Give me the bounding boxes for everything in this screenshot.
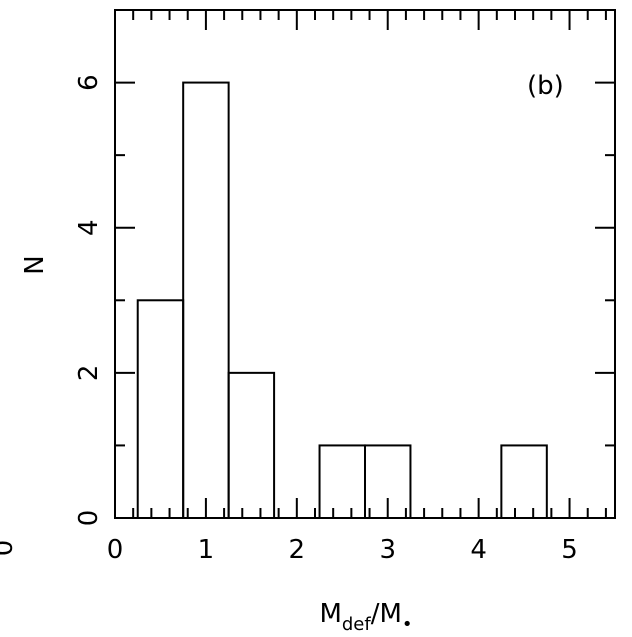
plot-frame xyxy=(114,9,616,519)
histogram-bar-5 xyxy=(500,444,548,519)
histogram-bars xyxy=(136,81,548,519)
x-tick-label: 4 xyxy=(470,535,487,565)
x-tick-label: 1 xyxy=(198,535,215,565)
left-cut-label: 0 xyxy=(0,540,19,557)
histogram-bar-3 xyxy=(318,444,366,519)
axis-ticks xyxy=(114,9,615,519)
x-axis-label-sub2: • xyxy=(402,614,413,635)
y-tick-label: 4 xyxy=(74,219,104,236)
histogram-bar-1 xyxy=(182,81,230,519)
y-tick-label: 6 xyxy=(74,74,104,91)
histogram-bar-2 xyxy=(227,371,276,519)
tick-labels: 0 1 2 3 4 5 0 2 4 6 xyxy=(74,74,578,565)
x-tick-label: 2 xyxy=(289,535,306,565)
x-axis-label-main2: M xyxy=(379,599,401,629)
x-tick-label: 3 xyxy=(379,535,396,565)
y-axis-label: N xyxy=(20,255,50,274)
x-axis-label-sub: def xyxy=(342,614,372,635)
x-axis-label-sep: / xyxy=(371,599,380,629)
panel-label: (b) xyxy=(527,71,564,101)
x-axis-label-main: M xyxy=(319,599,341,629)
y-tick-label: 2 xyxy=(74,365,104,382)
y-tick-label: 0 xyxy=(74,510,104,527)
x-tick-label: 0 xyxy=(107,535,124,565)
histogram-bar-0 xyxy=(136,299,185,519)
x-tick-label: 5 xyxy=(561,535,578,565)
x-axis-label: Mdef/M• xyxy=(319,599,412,635)
